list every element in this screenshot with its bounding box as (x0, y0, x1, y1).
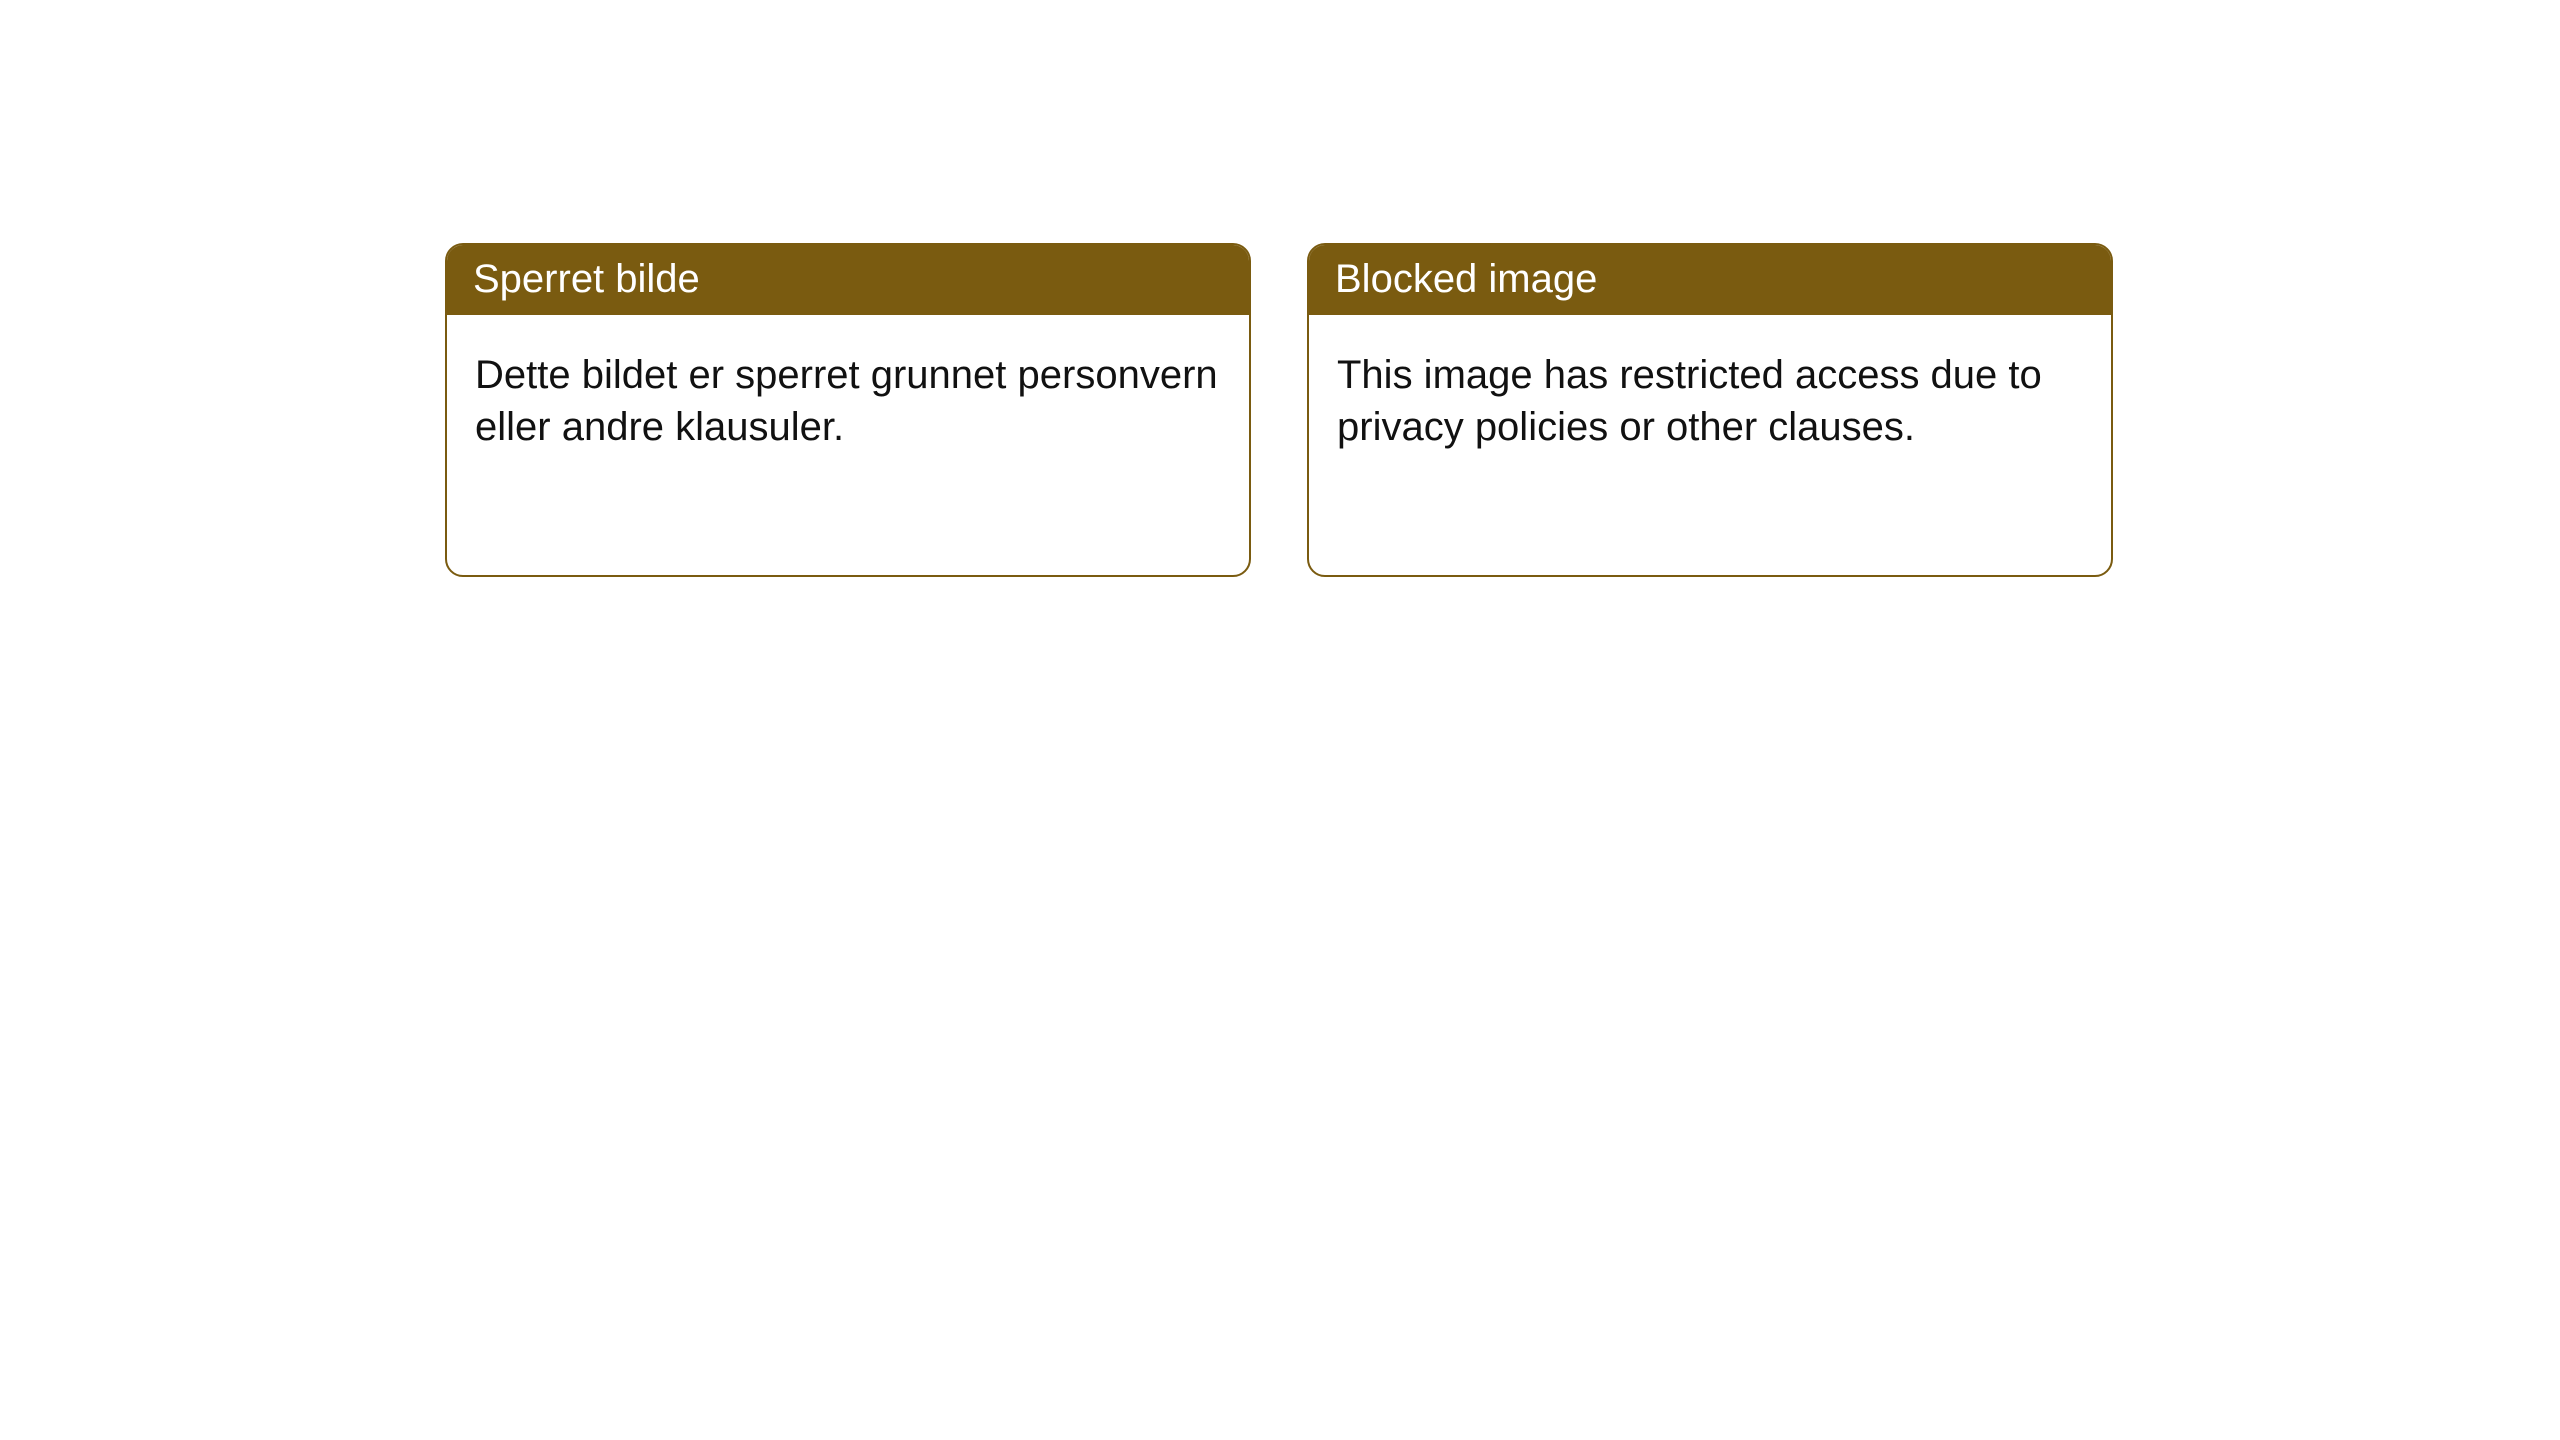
card-header-en: Blocked image (1309, 245, 2111, 315)
blocked-image-card-no: Sperret bilde Dette bildet er sperret gr… (445, 243, 1251, 577)
card-body-no: Dette bildet er sperret grunnet personve… (447, 315, 1249, 481)
blocked-image-card-en: Blocked image This image has restricted … (1307, 243, 2113, 577)
card-text-en: This image has restricted access due to … (1337, 349, 2083, 453)
card-header-no: Sperret bilde (447, 245, 1249, 315)
card-text-no: Dette bildet er sperret grunnet personve… (475, 349, 1221, 453)
notice-container: Sperret bilde Dette bildet er sperret gr… (0, 0, 2560, 577)
card-body-en: This image has restricted access due to … (1309, 315, 2111, 481)
